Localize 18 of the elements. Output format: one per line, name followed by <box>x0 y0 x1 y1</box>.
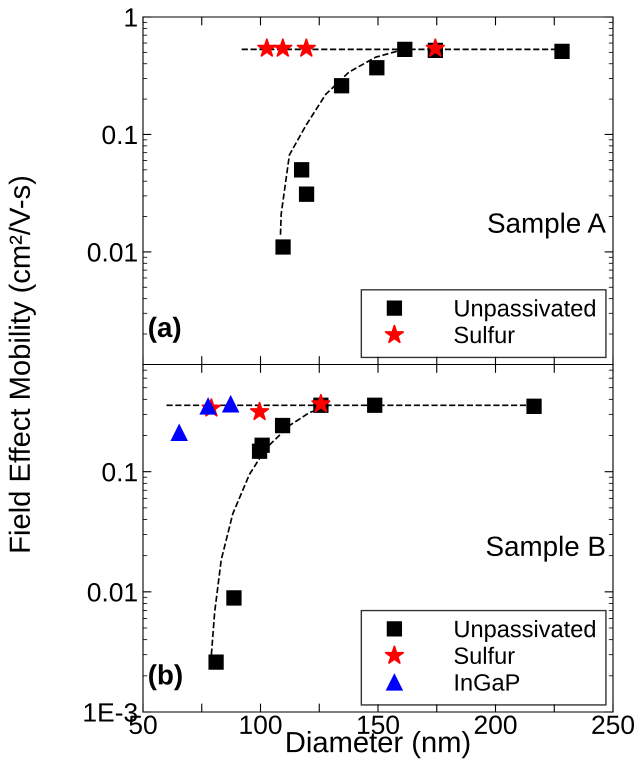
legend-label: Sulfur <box>454 646 515 664</box>
y-tick-label: 0.01 <box>88 582 137 602</box>
legend-label: Sulfur <box>454 326 515 344</box>
legend-label: InGaP <box>456 674 520 691</box>
legend-label: Unpassivated <box>455 620 595 642</box>
annotation: (a) <box>149 316 180 343</box>
y-tick-label: 0.01 <box>88 243 137 262</box>
y-tick-label: 0.1 <box>102 126 137 144</box>
y-axis-title: Field Effect Mobility (cm²/V-s) <box>8 176 36 552</box>
annotation: Sample B <box>486 536 604 562</box>
annotation: (b) <box>149 664 182 690</box>
y-tick-label: 1 <box>125 8 137 27</box>
x-tick-label: 200 <box>474 715 516 734</box>
legend-label: Unpassivated <box>455 299 595 322</box>
annotation: Sample A <box>488 212 606 238</box>
x-tick-label: 100 <box>240 715 282 734</box>
y-tick-label: 0.1 <box>102 462 137 482</box>
x-tick-label: 250 <box>592 715 634 734</box>
